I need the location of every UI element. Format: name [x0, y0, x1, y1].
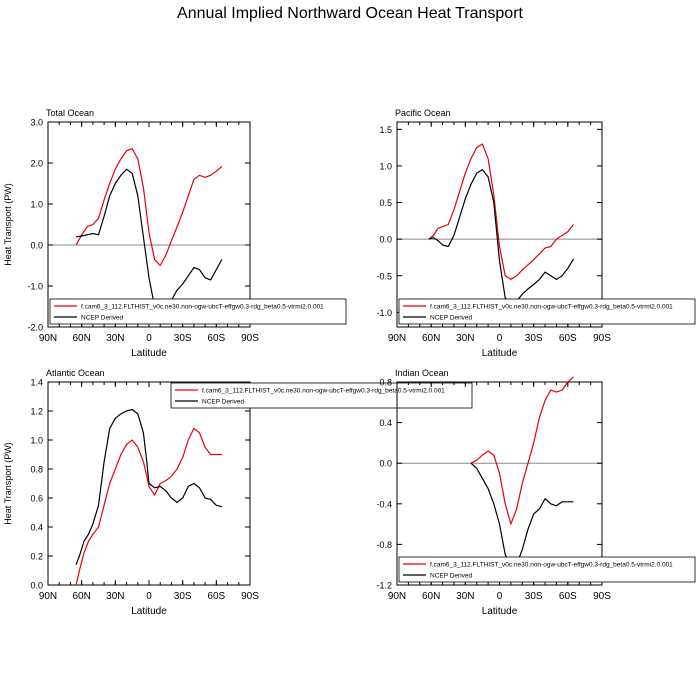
series-line-model — [470, 376, 574, 525]
y-tick-label: 0.4 — [30, 523, 43, 533]
page-title: Annual Implied Northward Ocean Heat Tran… — [177, 5, 523, 22]
x-tick-label: 90N — [39, 333, 57, 344]
legend-label: f.cam6_3_112.FLTHIST_v0c.ne30.non-ogw-ub… — [202, 388, 445, 395]
y-tick-label: 1.0 — [30, 436, 43, 446]
x-axis-label: Latitude — [131, 348, 167, 359]
x-tick-label: 60N — [422, 591, 440, 602]
plot-frame — [396, 381, 603, 586]
x-tick-label: 90N — [388, 591, 406, 602]
y-tick-label: -1.0 — [376, 308, 392, 318]
y-tick-label: 0.8 — [379, 378, 392, 388]
y-tick-label: 0.0 — [379, 235, 392, 245]
y-tick-label: 0.2 — [30, 552, 43, 562]
x-tick-label: 90S — [593, 591, 611, 602]
x-tick-label: 90S — [241, 333, 259, 344]
panel-title: Total Ocean — [46, 108, 94, 118]
x-tick-label: 30S — [525, 591, 543, 602]
x-tick-label: 60S — [559, 591, 577, 602]
x-tick-label: 60S — [207, 333, 225, 344]
x-tick-label: 90S — [241, 591, 259, 602]
y-tick-label: -1.0 — [27, 282, 43, 292]
x-tick-label: 30N — [456, 591, 474, 602]
y-axis-label: Heat Transport (PW) — [3, 442, 13, 525]
y-tick-label: 1.2 — [30, 407, 43, 417]
x-tick-label: 0 — [146, 591, 152, 602]
y-tick-label: 1.0 — [379, 161, 392, 171]
x-tick-label: 30N — [106, 333, 124, 344]
y-tick-label: 0.4 — [379, 418, 392, 428]
plot-frame — [47, 121, 251, 328]
legend-box — [398, 556, 696, 583]
chart-panel-0: Total Ocean 90N 60N 30N 0 30S 60S 90S -2.0 -1.0 0.… — [3, 108, 347, 359]
x-tick-label: 30N — [456, 333, 474, 344]
x-axis-label: Latitude — [131, 606, 167, 617]
series-line-model — [75, 427, 222, 586]
x-tick-label: 60N — [72, 591, 90, 602]
y-tick-label: 3.0 — [30, 118, 43, 128]
legend-label: f.cam6_3_112.FLTHIST_v0c.ne30.non-ogw-ub… — [81, 304, 324, 311]
legend: f.cam6_3_112.FLTHIST_v0c.ne30.non-ogw-ub… — [170, 382, 473, 409]
x-tick-label: 60S — [559, 333, 577, 344]
y-axis-label: Heat Transport (PW) — [3, 183, 13, 266]
panel-title: Pacific Ocean — [395, 108, 451, 118]
plot-frame — [396, 121, 603, 328]
x-tick-label: 90N — [39, 591, 57, 602]
panel-title: Atlantic Ocean — [46, 368, 105, 378]
y-tick-label: 0.6 — [30, 494, 43, 504]
x-tick-label: 0 — [497, 333, 503, 344]
x-tick-label: 60S — [207, 591, 225, 602]
x-tick-label: 30S — [174, 591, 192, 602]
legend-label: NCEP Derived — [430, 315, 473, 322]
x-tick-label: 60N — [72, 333, 90, 344]
legend-label: NCEP Derived — [430, 573, 473, 580]
x-tick-label: 90S — [593, 333, 611, 344]
legend: f.cam6_3_112.FLTHIST_v0c.ne30.non-ogw-ub… — [49, 298, 347, 325]
chart-panel-1: Pacific Ocean 90N 60N 30N 0 30S 60S 90S -1.0 -0.5… — [376, 108, 696, 359]
y-tick-label: 1.4 — [30, 378, 43, 388]
x-axis-label: Latitude — [482, 348, 518, 359]
legend-box — [398, 298, 696, 325]
legend-label: f.cam6_3_112.FLTHIST_v0c.ne30.non-ogw-ub… — [430, 562, 673, 569]
legend-box — [49, 298, 347, 325]
x-axis-label: Latitude — [482, 606, 518, 617]
series-line-ncep — [470, 462, 574, 568]
series-line-ncep — [75, 408, 223, 565]
legend-box — [170, 382, 473, 409]
y-tick-label: 0.0 — [379, 459, 392, 469]
y-tick-label: 0.0 — [30, 581, 43, 591]
series-line-model — [75, 148, 223, 267]
legend-label: f.cam6_3_112.FLTHIST_v0c.ne30.non-ogw-ub… — [430, 304, 673, 311]
y-tick-label: 0.0 — [30, 241, 43, 251]
y-tick-label: 1.0 — [30, 200, 43, 210]
chart-panel-2: Atlantic Ocean 90N 60N 30N 0 30S 60S 90S 0.0 0.2 0… — [3, 368, 473, 617]
x-tick-label: 0 — [146, 333, 152, 344]
y-tick-label: -0.4 — [376, 499, 392, 509]
x-tick-label: 30S — [174, 333, 192, 344]
x-tick-label: 60N — [422, 333, 440, 344]
x-tick-label: 30S — [525, 333, 543, 344]
y-tick-label: 0.8 — [30, 465, 43, 475]
chart-panel-3: Indian Ocean 90N 60N 30N 0 30S 60S 90S -1.2 -0.8 -… — [376, 368, 696, 617]
x-tick-label: 90N — [388, 333, 406, 344]
legend-label: NCEP Derived — [202, 399, 245, 406]
y-tick-label: -1.2 — [376, 581, 392, 591]
y-tick-label: 0.5 — [379, 198, 392, 208]
series-line-ncep — [428, 169, 575, 306]
panel-title: Indian Ocean — [395, 368, 449, 378]
legend: f.cam6_3_112.FLTHIST_v0c.ne30.non-ogw-ub… — [398, 298, 696, 325]
legend-label: NCEP Derived — [81, 315, 124, 322]
series-line-ncep — [76, 168, 223, 314]
y-tick-label: 2.0 — [30, 159, 43, 169]
y-tick-label: -0.5 — [376, 271, 392, 281]
x-tick-label: 30N — [106, 591, 124, 602]
legend: f.cam6_3_112.FLTHIST_v0c.ne30.non-ogw-ub… — [398, 556, 696, 583]
x-tick-label: 0 — [497, 591, 503, 602]
series-line-model — [428, 143, 574, 280]
y-tick-label: 1.5 — [379, 125, 392, 135]
y-tick-label: -0.8 — [376, 540, 392, 550]
y-tick-label: -2.0 — [27, 323, 43, 333]
